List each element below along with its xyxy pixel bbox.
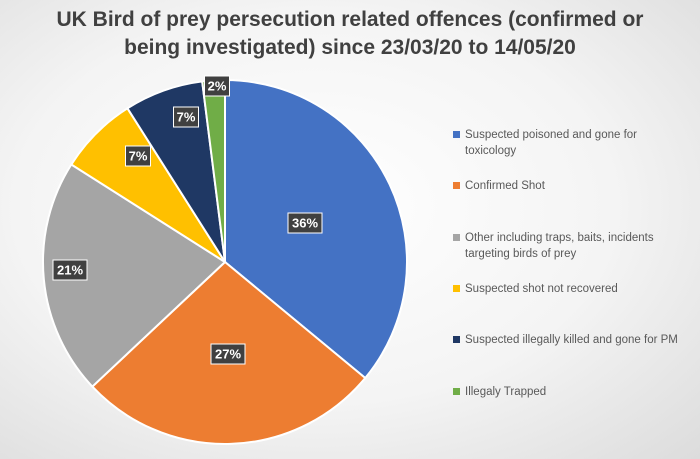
data-label-text-other: 21% <box>57 263 83 278</box>
legend-item-poisoned: Suspected poisoned and gone for toxicolo… <box>453 127 688 159</box>
data-label-trapped: 2% <box>204 75 230 97</box>
legend-swatch-shot <box>453 182 460 189</box>
data-label-illegally-killed: 7% <box>173 106 199 128</box>
legend-swatch-illegally-killed <box>453 336 460 343</box>
legend-label-illegally-killed: Suspected illegally killed and gone for … <box>465 334 678 346</box>
data-label-shot: 27% <box>210 343 246 365</box>
data-label-box-trapped <box>204 75 230 97</box>
legend-swatch-poisoned <box>453 131 460 138</box>
legend-swatch-other <box>453 234 460 241</box>
legend-item-trapped: Illegaly Trapped <box>453 384 688 400</box>
data-label-other: 21% <box>52 259 88 281</box>
legend-label-poisoned: Suspected poisoned and gone for toxicolo… <box>465 129 637 157</box>
pie-slice-other <box>42 163 227 389</box>
legend-item-illegally-killed: Suspected illegally killed and gone for … <box>453 332 688 348</box>
data-label-text-poisoned: 36% <box>292 216 318 231</box>
data-label-text-illegally-killed: 7% <box>177 110 196 125</box>
data-label-shot-not-recovered: 7% <box>125 145 151 167</box>
data-label-text-shot: 27% <box>215 347 241 362</box>
data-label-box-shot-not-recovered <box>125 145 151 167</box>
chart-title: UK Bird of prey persecution related offe… <box>40 6 660 62</box>
legend-swatch-shot-not-recovered <box>453 285 460 292</box>
legend-swatch-trapped <box>453 388 460 395</box>
data-label-box-other <box>52 259 88 281</box>
data-label-box-poisoned <box>287 212 323 234</box>
data-label-text-shot-not-recovered: 7% <box>129 149 148 164</box>
legend-item-other: Other including traps, baits, incidents … <box>453 230 688 262</box>
legend-item-shot: Confirmed Shot <box>453 178 688 194</box>
chart-title-line-2: being investigated) since 23/03/20 to 14… <box>124 36 576 59</box>
data-label-poisoned: 36% <box>287 212 323 234</box>
data-label-box-shot <box>210 343 246 365</box>
legend-label-shot: Confirmed Shot <box>465 180 545 192</box>
legend-label-shot-not-recovered: Suspected shot not recovered <box>465 283 618 295</box>
legend-label-other: Other including traps, baits, incidents … <box>465 232 654 260</box>
legend-label-trapped: Illegaly Trapped <box>465 386 547 398</box>
chart-title-line-1: UK Bird of prey persecution related offe… <box>56 8 644 31</box>
legend-item-shot-not-recovered: Suspected shot not recovered <box>453 281 688 297</box>
data-label-text-trapped: 2% <box>208 79 227 94</box>
data-label-box-illegally-killed <box>173 106 199 128</box>
